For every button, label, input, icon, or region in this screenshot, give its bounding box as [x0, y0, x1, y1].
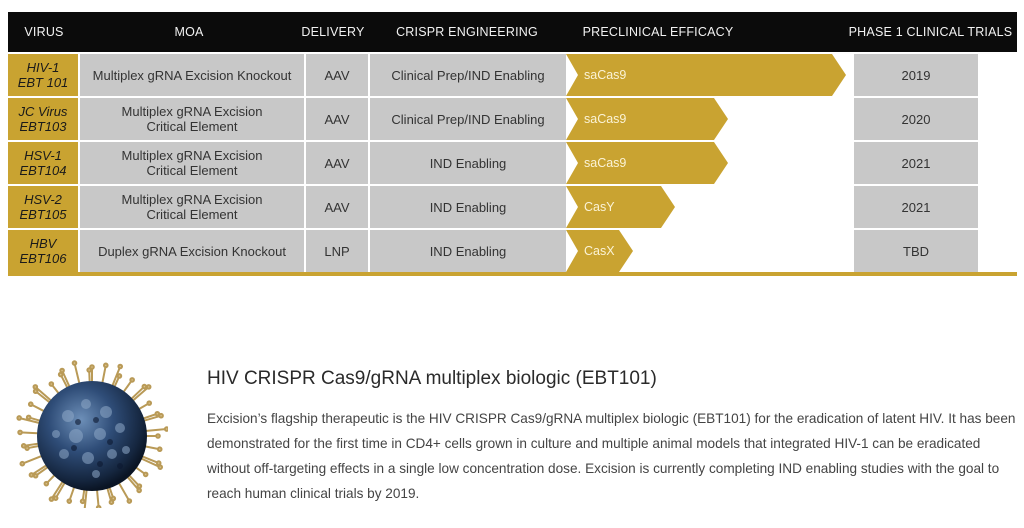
header-moa: MOA — [174, 25, 204, 39]
virus-name: JC Virus — [18, 104, 68, 119]
trial-year: 2021 — [901, 199, 931, 215]
engineering-cell: IND Enabling — [370, 230, 566, 272]
product-code: EBT106 — [19, 251, 67, 266]
table-row: JC Virus EBT103 Multiplex gRNA Excision Cri… — [8, 98, 1017, 140]
virus-cell: HIV-1 EBT 101 — [8, 54, 78, 96]
pipeline-header: VIRUS MOA DELIVERY CRISPR ENGINEERING PR… — [8, 12, 1017, 52]
virus-cell: JC Virus EBT103 — [8, 98, 78, 140]
product-description: Excision’s flagship therapeutic is the H… — [207, 411, 1016, 501]
table-row: HSV-1 EBT104 Multiplex gRNA Excision Critic… — [8, 142, 1017, 184]
moa-text-secondary: Critical Element — [146, 119, 238, 134]
efficacy-progress-arrow: CasY — [566, 186, 675, 228]
trial-year-cell: 2021 — [854, 142, 978, 184]
engineering-text: IND Enabling — [429, 199, 507, 215]
moa-text-secondary: Critical Element — [146, 163, 238, 178]
trial-year-cell: 2021 — [854, 186, 978, 228]
moa-text: Duplex gRNA Excision Knockout — [98, 243, 286, 259]
trial-year-cell: 2020 — [854, 98, 978, 140]
delivery-cell: AAV — [306, 186, 368, 228]
moa-cell: Multiplex gRNA Excision Critical Element — [80, 186, 304, 228]
header-virus: VIRUS — [24, 25, 64, 39]
delivery-cell: AAV — [306, 98, 368, 140]
pipeline-table: VIRUS MOA DELIVERY CRISPR ENGINEERING PR… — [8, 12, 1017, 276]
trial-year: TBD — [903, 243, 929, 259]
moa-cell: Multiplex gRNA Excision Knockout — [80, 54, 304, 96]
efficacy-progress-arrow: saCas9 — [566, 142, 728, 184]
product-code: EBT105 — [19, 207, 67, 222]
engineering-text: IND Enabling — [429, 155, 507, 171]
engineering-cell: IND Enabling — [370, 142, 566, 184]
virus-cell: HSV-2 EBT105 — [8, 186, 78, 228]
header-preclinical-efficacy: PRECLINICAL EFFICACY — [582, 25, 734, 39]
efficacy-label: saCas9 — [584, 68, 627, 82]
virus-name: HIV-1 — [26, 60, 60, 75]
moa-text-secondary: Critical Element — [146, 207, 238, 222]
moa-text: Multiplex gRNA Excision Knockout — [92, 67, 292, 83]
delivery-text: LNP — [324, 243, 350, 259]
engineering-text: Clinical Prep/IND Enabling — [391, 67, 545, 83]
product-code: EBT103 — [19, 119, 67, 134]
header-crispr-engineering: CRISPR ENGINEERING — [396, 25, 538, 39]
moa-text: Multiplex gRNA Excision — [121, 148, 263, 163]
moa-text: Multiplex gRNA Excision — [121, 104, 263, 119]
trial-year-cell: 2019 — [854, 54, 978, 96]
table-bottom-rule — [8, 272, 1017, 276]
engineering-text: IND Enabling — [429, 243, 507, 259]
delivery-cell: LNP — [306, 230, 368, 272]
efficacy-label: saCas9 — [584, 112, 627, 126]
table-row: HIV-1 EBT 101 Multiplex gRNA Excision Knoc… — [8, 54, 1017, 96]
header-delivery: DELIVERY — [301, 25, 365, 39]
engineering-cell: Clinical Prep/IND Enabling — [370, 98, 566, 140]
product-code: EBT104 — [19, 163, 67, 178]
engineering-cell: IND Enabling — [370, 186, 566, 228]
moa-text: Multiplex gRNA Excision — [121, 192, 263, 207]
delivery-cell: AAV — [306, 142, 368, 184]
efficacy-progress-arrow: saCas9 — [566, 54, 846, 96]
delivery-text: AAV — [324, 111, 350, 127]
virus-cell: HBV EBT106 — [8, 230, 78, 272]
product-code: EBT 101 — [17, 75, 69, 90]
efficacy-progress-arrow: CasX — [566, 230, 633, 272]
virus-name: HSV-1 — [24, 148, 62, 163]
engineering-cell: Clinical Prep/IND Enabling — [370, 54, 566, 96]
efficacy-label: CasX — [584, 244, 615, 258]
virus-particle-icon — [16, 356, 170, 514]
efficacy-label: saCas9 — [584, 156, 627, 170]
moa-cell: Multiplex gRNA Excision Critical Element — [80, 98, 304, 140]
delivery-text: AAV — [324, 155, 350, 171]
header-phase1-trials: PHASE 1 CLINICAL TRIALS — [848, 25, 1013, 39]
efficacy-label: CasY — [584, 200, 615, 214]
trial-year: 2019 — [901, 67, 931, 83]
table-row: HBV EBT106 Duplex gRNA Excision Knockout LN… — [8, 230, 1017, 272]
virus-cell: HSV-1 EBT104 — [8, 142, 78, 184]
efficacy-progress-arrow: saCas9 — [566, 98, 728, 140]
virus-name: HBV — [29, 236, 57, 251]
delivery-text: AAV — [324, 67, 350, 83]
moa-cell: Multiplex gRNA Excision Critical Element — [80, 142, 304, 184]
product-title: HIV CRISPR Cas9/gRNA multiplex biologic … — [207, 368, 657, 389]
delivery-text: AAV — [324, 199, 350, 215]
trial-year: 2020 — [901, 111, 931, 127]
virus-name: HSV-2 — [24, 192, 62, 207]
trial-year-cell: TBD — [854, 230, 978, 272]
moa-cell: Duplex gRNA Excision Knockout — [80, 230, 304, 272]
delivery-cell: AAV — [306, 54, 368, 96]
trial-year: 2021 — [901, 155, 931, 171]
table-row: HSV-2 EBT105 Multiplex gRNA Excision Critic… — [8, 186, 1017, 228]
engineering-text: Clinical Prep/IND Enabling — [391, 111, 545, 127]
